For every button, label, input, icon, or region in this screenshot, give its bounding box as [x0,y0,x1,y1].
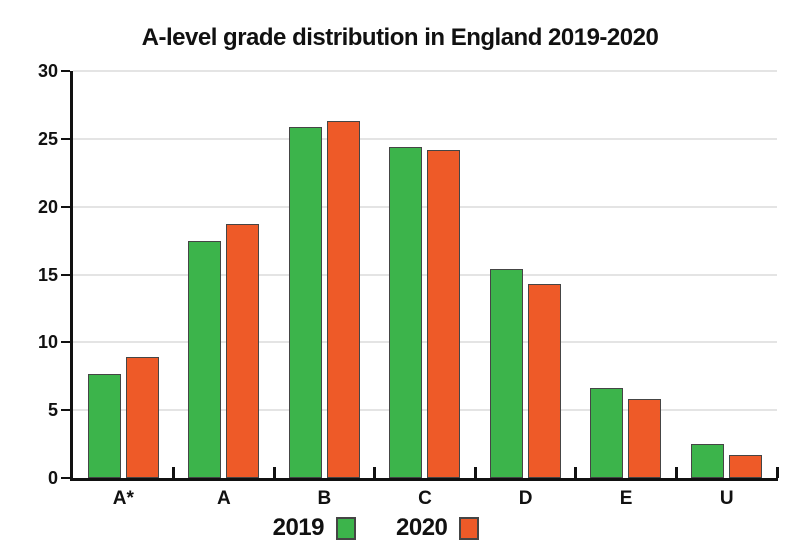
gridline-10 [73,341,777,344]
gridline-30 [73,70,777,72]
x-boundary-tick-5 [574,467,578,478]
y-axis-label-0: 0 [47,468,58,488]
gridline-15 [73,273,777,276]
y-tick-10 [61,341,70,344]
gridline-20 [73,205,777,208]
x-boundary-tick-3 [373,467,377,478]
legend-item-2020: 2020 [396,514,480,542]
gridline-25 [73,137,777,140]
y-axis-label-25: 25 [37,128,58,149]
legend-swatch-2020 [459,516,480,540]
x-axis-label-C: C [418,488,432,509]
y-tick-0 [61,477,70,479]
y-tick-25 [61,137,70,140]
y-axis-label-20: 20 [37,196,58,217]
x-axis-label-B: B [317,488,332,509]
bar-2020-A* [125,357,159,478]
bar-2020-C [427,149,461,478]
x-axis-label-A: A [216,488,231,509]
y-axis-label-10: 10 [37,332,58,353]
chart-title: A-level grade distribution in England 20… [141,24,659,51]
bar-2020-U [728,454,762,478]
bar-2020-B [326,121,360,478]
y-axis-line [70,71,73,481]
bar-2019-A* [87,373,121,478]
bar-2019-U [690,444,724,478]
x-axis-line [70,478,778,481]
bar-2020-D [527,283,561,478]
bar-2020-A [226,224,260,478]
x-axis-label-D: D [518,488,533,509]
y-axis-label-15: 15 [37,264,58,285]
x-axis-label-A*: A* [112,488,134,509]
x-axis-label-E: E [619,488,633,509]
bar-2019-D [489,269,523,478]
bar-2020-E [628,399,662,478]
bar-2019-E [590,388,624,478]
bar-2019-C [389,146,423,478]
bar-2019-B [288,126,322,478]
legend-swatch-2019 [336,516,356,540]
legend: 2019 2020 [0,514,776,542]
legend-label-2020: 2020 [396,514,448,541]
y-tick-20 [61,205,70,208]
y-axis-label-30: 30 [37,61,58,81]
x-axis-label-U: U [719,488,734,509]
y-tick-30 [61,70,70,72]
x-boundary-tick-2 [272,467,276,478]
x-boundary-tick-4 [473,467,477,478]
y-tick-15 [61,273,70,276]
x-boundary-tick-1 [172,467,176,478]
bar-2019-A [188,240,222,478]
y-tick-5 [61,409,70,412]
y-axis-label-5: 5 [47,400,58,421]
gridline-5 [73,409,777,412]
legend-label-2019: 2019 [272,514,325,541]
x-boundary-tick-6 [674,467,678,478]
x-boundary-tick-7 [775,467,779,478]
legend-item-2019: 2019 [273,514,356,542]
